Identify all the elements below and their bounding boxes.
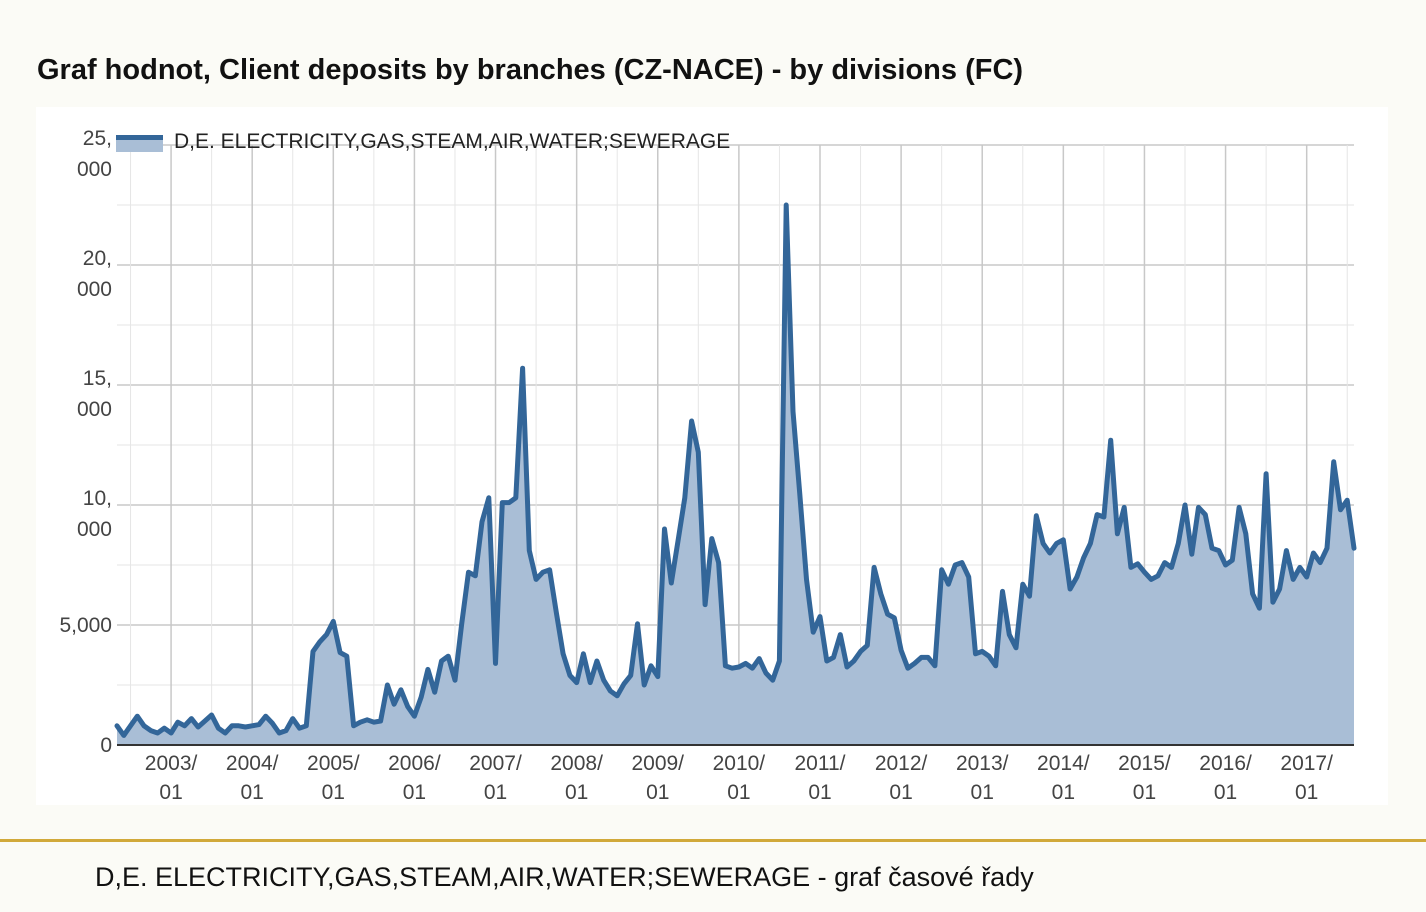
footer-divider (0, 839, 1426, 842)
chart-panel: 0 5,000 10, 000 15, 000 20, 000 25, 000 2003/01 200… (36, 107, 1388, 805)
x-tick-label: 2013/01 (956, 752, 1009, 804)
x-tick-label: 2003/01 (145, 752, 198, 804)
x-tick-label: 2009/01 (631, 752, 684, 804)
x-tick-label: 2004/01 (226, 752, 279, 804)
x-tick-label: 2017/01 (1280, 752, 1333, 804)
x-tick-label: 2016/01 (1199, 752, 1252, 804)
y-tick-label: 15, 000 (77, 367, 112, 421)
legend: D,E. ELECTRICITY,GAS,STEAM,AIR,WATER;SEW… (116, 130, 730, 153)
area-layer (114, 202, 1357, 745)
chart-svg: 0 5,000 10, 000 15, 000 20, 000 25, 000 2003/01 200… (59, 127, 1357, 804)
series-line (114, 202, 1357, 738)
y-tick-label: 20, 000 (77, 247, 112, 301)
x-tick-label: 2014/01 (1037, 752, 1090, 804)
x-tick-label: 2006/01 (388, 752, 441, 804)
page-title: Graf hodnot, Client deposits by branches… (37, 54, 1024, 86)
label-layer: 0 5,000 10, 000 15, 000 20, 000 25, 000 2003/01 200… (59, 127, 1333, 804)
series-area (117, 205, 1354, 745)
y-tick-label: 25, 000 (77, 127, 112, 181)
y-tick-label: 10, 000 (77, 487, 112, 541)
chart-caption: D,E. ELECTRICITY,GAS,STEAM,AIR,WATER;SEW… (95, 862, 1034, 892)
x-tick-label: 2015/01 (1118, 752, 1171, 804)
x-tick-label: 2005/01 (307, 752, 360, 804)
x-tick-label: 2011/01 (794, 752, 845, 804)
x-tick-label: 2012/01 (875, 752, 928, 804)
legend-label: D,E. ELECTRICITY,GAS,STEAM,AIR,WATER;SEW… (174, 130, 730, 153)
y-tick-label: 5,000 (59, 614, 112, 637)
legend-swatch-line (116, 135, 163, 140)
y-tick-label: 0 (100, 734, 112, 757)
x-tick-label: 2008/01 (550, 752, 603, 804)
x-tick-label: 2007/01 (469, 752, 522, 804)
x-tick-label: 2010/01 (713, 752, 766, 804)
